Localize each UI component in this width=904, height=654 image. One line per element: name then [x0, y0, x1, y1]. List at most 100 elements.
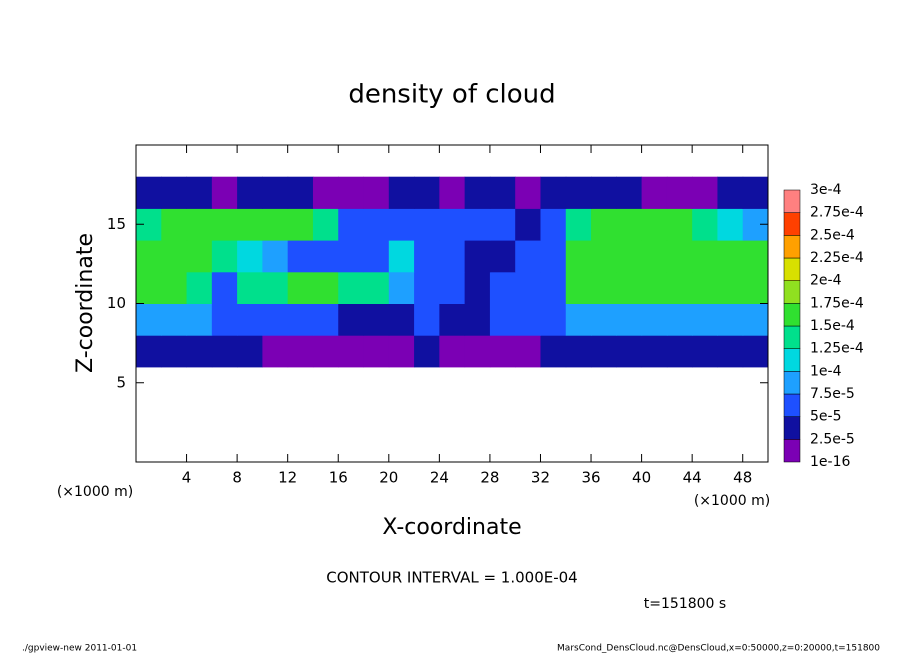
cell: [161, 240, 188, 273]
cell: [414, 303, 440, 336]
cell: [186, 208, 213, 241]
cell: [388, 271, 415, 304]
cell: [414, 208, 440, 241]
y-tick-label: 10: [107, 294, 126, 312]
cell: [641, 208, 668, 241]
cell: [616, 240, 643, 273]
cell: [237, 208, 263, 241]
cell: [464, 303, 491, 336]
cell: [666, 176, 693, 209]
cell: [338, 240, 365, 273]
cell: [565, 240, 592, 273]
cell: [742, 240, 769, 273]
cell: [515, 208, 541, 241]
cell: [237, 271, 263, 304]
x-tick-label: 28: [480, 469, 499, 487]
cell: [616, 208, 643, 241]
cell: [136, 335, 162, 368]
cell: [363, 176, 390, 209]
cell: [515, 176, 541, 209]
cell: [136, 176, 162, 209]
colorbar-label: 2.5e-4: [810, 227, 855, 243]
colorbar-label: 1.25e-4: [810, 341, 864, 357]
cell: [262, 271, 289, 304]
cell: [136, 271, 162, 304]
cell: [287, 271, 314, 304]
cell: [363, 335, 390, 368]
chart-title: density of cloud: [348, 80, 555, 110]
y-axis-label: Z-coordinate: [73, 233, 98, 373]
colorbar-label: 1e-4: [810, 363, 842, 379]
cell: [540, 335, 567, 368]
colorbar-label: 2.25e-4: [810, 250, 864, 266]
colorbar-box: [783, 235, 801, 259]
colorbar-box: [783, 303, 801, 327]
colorbar-box: [783, 189, 801, 213]
cell: [717, 303, 744, 336]
cell: [161, 303, 188, 336]
cell: [338, 303, 365, 336]
cell: [186, 335, 213, 368]
cell: [338, 176, 365, 209]
colorbar-label: 2.5e-5: [810, 431, 855, 447]
cell: [692, 176, 718, 209]
cell: [439, 208, 466, 241]
y-tick-label: 15: [107, 215, 126, 233]
x-tick-label: 20: [379, 469, 398, 487]
cell: [540, 240, 567, 273]
colorbar-box: [783, 439, 801, 463]
cell: [717, 208, 744, 241]
cell: [692, 208, 718, 241]
cell: [742, 303, 769, 336]
cell: [489, 208, 516, 241]
cell: [338, 335, 365, 368]
cell: [641, 240, 668, 273]
cell: [363, 271, 390, 304]
x-tick-label: 36: [581, 469, 600, 487]
colorbar-box: [783, 348, 801, 372]
cell: [439, 303, 466, 336]
cell: [666, 208, 693, 241]
colorbar-box: [783, 212, 801, 236]
cell: [565, 271, 592, 304]
cell: [717, 271, 744, 304]
cell: [211, 240, 238, 273]
cell: [312, 335, 339, 368]
x-tick-label: 24: [430, 469, 449, 487]
x-tick-label: 12: [278, 469, 297, 487]
cell: [515, 271, 541, 304]
cell: [414, 335, 440, 368]
cell: [136, 240, 162, 273]
cell: [591, 335, 617, 368]
cell: [312, 303, 339, 336]
cell: [186, 176, 213, 209]
cell: [363, 303, 390, 336]
cell: [287, 176, 314, 209]
x-unit: (×1000 m): [694, 493, 770, 509]
cell: [211, 271, 238, 304]
cell: [388, 303, 415, 336]
cell: [641, 303, 668, 336]
cell: [692, 271, 718, 304]
cell: [287, 335, 314, 368]
cell: [237, 303, 263, 336]
cell: [237, 335, 263, 368]
cell: [565, 335, 592, 368]
cell: [161, 208, 188, 241]
cell: [464, 335, 491, 368]
cell: [717, 335, 744, 368]
cell: [666, 303, 693, 336]
cell: [515, 303, 541, 336]
cell: [616, 176, 643, 209]
cell: [262, 208, 289, 241]
cell: [591, 176, 617, 209]
x-tick-label: 40: [632, 469, 651, 487]
cell: [464, 240, 491, 273]
y-unit: (×1000 m): [57, 484, 133, 500]
cell: [742, 271, 769, 304]
cell: [287, 208, 314, 241]
colorbar-label: 1e-16: [810, 454, 850, 470]
cell: [692, 240, 718, 273]
cell: [641, 176, 668, 209]
